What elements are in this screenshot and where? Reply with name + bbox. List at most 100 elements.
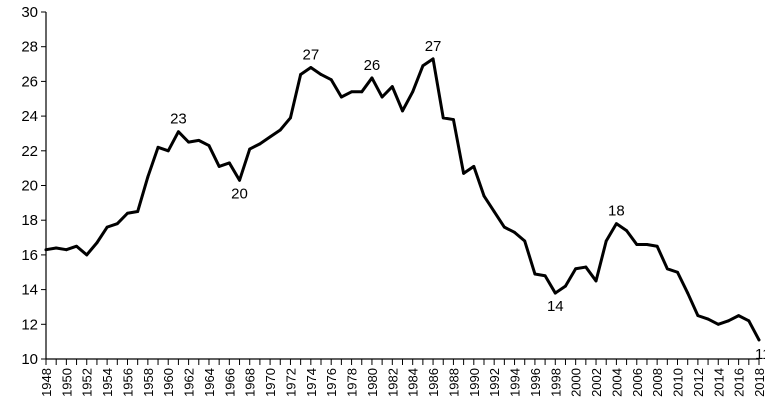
y-tick-label: 24 — [21, 108, 38, 125]
x-tick-label: 1986 — [426, 368, 441, 397]
data-point — [706, 317, 710, 321]
data-point — [64, 248, 68, 252]
data-point — [564, 284, 567, 288]
data-point — [452, 118, 455, 121]
data-point — [380, 95, 384, 99]
y-tick-label: 28 — [21, 39, 38, 56]
data-point — [319, 73, 323, 76]
x-tick-label: 1970 — [263, 368, 278, 397]
data-point — [655, 244, 659, 248]
data-point — [513, 230, 516, 234]
data-point — [248, 147, 252, 151]
x-tick-label: 2002 — [589, 368, 604, 397]
data-point — [747, 319, 751, 323]
data-point — [339, 95, 343, 99]
x-tick-label: 2016 — [732, 368, 747, 397]
data-point — [136, 210, 140, 213]
data-point — [360, 90, 364, 94]
x-tick-label: 1994 — [508, 368, 523, 397]
x-tick-label: 1966 — [222, 368, 237, 397]
data-point — [676, 270, 679, 274]
data-point — [472, 165, 476, 168]
data-point — [309, 66, 313, 69]
y-tick-label: 16 — [21, 247, 38, 264]
data-label: 18 — [608, 203, 625, 220]
x-axis: 1948 1950 1952 1954 1956 1958 1960 1962 1964 1966… — [39, 358, 765, 397]
x-tick-label: 1976 — [324, 368, 339, 397]
data-point — [431, 57, 435, 61]
data-point — [197, 138, 201, 142]
x-tick-label: 2010 — [671, 368, 686, 397]
data-point — [156, 145, 160, 149]
data-point — [289, 116, 292, 120]
data-point — [227, 161, 231, 165]
x-tick-label: 1988 — [446, 368, 461, 397]
x-tick-label: 2014 — [711, 368, 726, 397]
y-tick-label: 12 — [21, 316, 38, 333]
data-point — [350, 90, 353, 94]
data-point — [492, 210, 496, 213]
x-tick-label: 2006 — [630, 368, 645, 397]
x-tick-label: 1992 — [487, 368, 502, 397]
data-point — [54, 246, 58, 250]
x-tick-label: 1968 — [243, 368, 258, 397]
data-point — [757, 338, 761, 342]
x-tick-label: 1978 — [345, 368, 360, 397]
data-point — [126, 211, 129, 215]
data-point — [482, 194, 486, 198]
x-tick-label: 2000 — [569, 368, 584, 397]
y-tick-label: 26 — [21, 73, 38, 90]
data-point — [401, 109, 404, 113]
data-point — [95, 241, 99, 245]
data-label: 26 — [364, 57, 381, 74]
data-point — [645, 243, 649, 246]
data-point — [299, 73, 303, 76]
y-tick-label: 20 — [21, 178, 38, 195]
x-tick-label: 1980 — [365, 368, 380, 397]
data-point — [105, 225, 109, 229]
data-point — [370, 76, 374, 80]
data-point — [574, 267, 578, 271]
data-labels: 23 20 27 26 27 14 18 11 — [170, 38, 765, 363]
data-point — [207, 144, 211, 147]
data-point — [615, 222, 618, 226]
data-point — [75, 244, 78, 248]
data-point — [686, 291, 690, 295]
y-tick-label: 18 — [21, 212, 38, 229]
data-point — [187, 140, 191, 144]
data-point — [696, 314, 700, 318]
data-point — [441, 116, 445, 120]
data-point — [584, 265, 588, 269]
data-point — [594, 279, 598, 283]
data-label: 11 — [755, 346, 765, 363]
x-tick-label: 1952 — [80, 368, 95, 397]
data-point — [635, 243, 639, 246]
data-point — [177, 130, 180, 134]
data-point — [604, 239, 608, 243]
data-point — [238, 178, 241, 182]
data-point — [329, 78, 333, 82]
x-tick-label: 1962 — [182, 368, 197, 397]
data-point — [146, 175, 150, 179]
y-axis: 10 12 14 16 18 20 22 24 26 28 30 — [21, 4, 47, 368]
x-tick-label: 1964 — [202, 368, 217, 397]
y-tick-label: 22 — [21, 143, 38, 160]
x-tick-label: 1960 — [161, 368, 176, 397]
data-point — [421, 64, 425, 68]
x-tick-label: 1948 — [39, 368, 54, 397]
data-label: 20 — [231, 185, 248, 202]
data-point — [268, 135, 272, 139]
data-point — [85, 253, 89, 257]
data-point — [411, 90, 415, 94]
data-point — [462, 171, 466, 175]
data-label: 23 — [170, 111, 187, 128]
data-point — [278, 128, 282, 132]
data-point — [543, 274, 547, 278]
data-label: 27 — [425, 38, 442, 55]
series-line — [44, 57, 761, 342]
data-point — [166, 149, 170, 153]
data-point — [737, 314, 741, 318]
x-tick-label: 2012 — [691, 368, 706, 397]
data-point — [716, 322, 720, 326]
